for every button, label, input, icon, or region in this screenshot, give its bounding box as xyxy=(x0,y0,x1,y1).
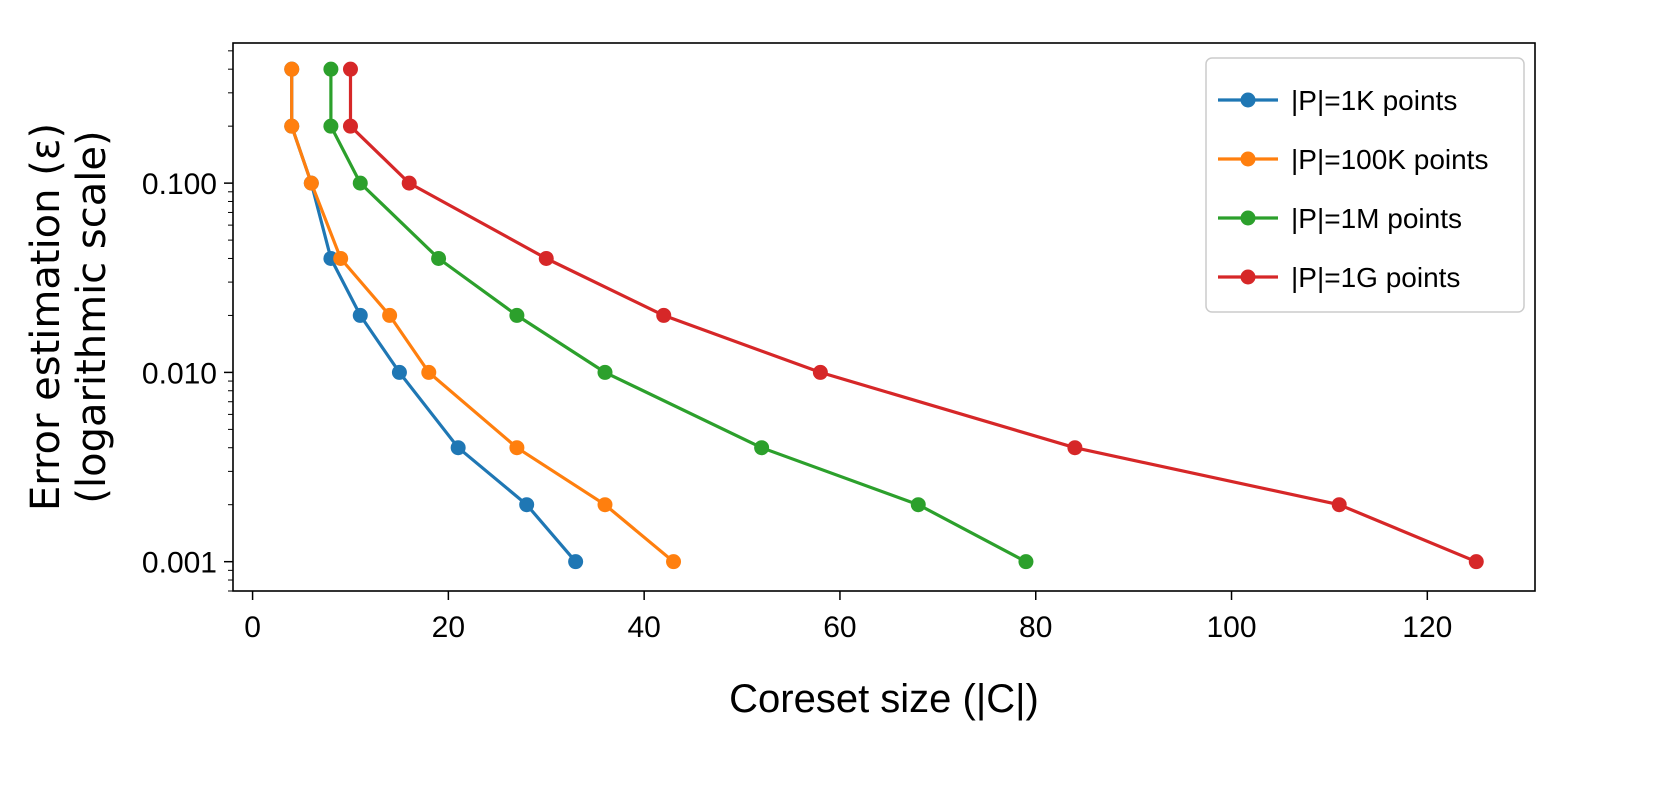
data-point xyxy=(284,61,300,77)
legend-marker xyxy=(1240,92,1256,108)
legend-label: |P|=100K points xyxy=(1291,144,1488,175)
data-point xyxy=(421,364,437,380)
x-tick-label: 120 xyxy=(1402,611,1452,644)
data-point xyxy=(519,497,535,513)
data-point xyxy=(284,118,300,134)
y-axis-title-line2: (logarithmic scale) xyxy=(69,130,115,503)
data-point xyxy=(303,175,319,191)
legend-label: |P|=1M points xyxy=(1291,203,1462,234)
data-point xyxy=(1331,497,1347,513)
data-point xyxy=(342,61,358,77)
data-point xyxy=(1018,554,1034,570)
data-point xyxy=(352,307,368,323)
x-tick-label: 20 xyxy=(432,611,465,644)
plot-frame xyxy=(232,42,1536,592)
series-2 xyxy=(284,61,682,570)
y-tick-label: 0.001 xyxy=(142,547,217,580)
legend-marker xyxy=(1240,210,1256,226)
data-point xyxy=(450,440,466,456)
data-point xyxy=(342,118,358,134)
y-tick-label: 0.100 xyxy=(142,168,217,201)
legend-entry: |P|=100K points xyxy=(1218,144,1488,175)
legend-marker xyxy=(1240,269,1256,285)
data-point xyxy=(597,364,613,380)
data-point xyxy=(401,175,417,191)
series-layer xyxy=(284,61,1484,570)
data-point xyxy=(666,554,682,570)
data-point xyxy=(538,250,554,266)
data-point xyxy=(431,250,447,266)
y-minor-ticks xyxy=(228,50,233,592)
data-point xyxy=(910,497,926,513)
axis-ticks xyxy=(224,182,1429,600)
data-point xyxy=(754,440,770,456)
x-tick-label: 40 xyxy=(627,611,660,644)
data-point xyxy=(509,307,525,323)
data-point xyxy=(1468,554,1484,570)
y-tick-label: 0.010 xyxy=(142,357,217,390)
data-point xyxy=(1067,440,1083,456)
legend-label: |P|=1G points xyxy=(1291,262,1460,293)
data-point xyxy=(568,554,584,570)
x-tick-label: 80 xyxy=(1019,611,1052,644)
data-point xyxy=(352,175,368,191)
legend-frame xyxy=(1205,57,1525,313)
data-point xyxy=(509,440,525,456)
data-point xyxy=(656,307,672,323)
data-point xyxy=(597,497,613,513)
series-3 xyxy=(323,61,1034,570)
legend-label: |P|=1K points xyxy=(1291,85,1457,116)
data-point xyxy=(812,364,828,380)
x-tick-label: 100 xyxy=(1206,611,1256,644)
data-point xyxy=(323,118,339,134)
legend: |P|=1K points |P|=100K points |P|=1M point… xyxy=(1205,57,1525,313)
legend-entry: |P|=1M points xyxy=(1218,203,1462,234)
data-point xyxy=(323,61,339,77)
legend-entry: |P|=1G points xyxy=(1218,262,1460,293)
series-4 xyxy=(342,61,1484,570)
legend-marker xyxy=(1240,151,1256,167)
data-point xyxy=(382,307,398,323)
y-axis-title-line1: Error estimation (ε) xyxy=(23,123,69,511)
x-tick-label: 60 xyxy=(823,611,856,644)
legend-entry: |P|=1K points xyxy=(1218,85,1457,116)
x-axis-title: Coreset size (|C|) xyxy=(729,677,1039,721)
x-tick-label: 0 xyxy=(244,611,261,644)
data-point xyxy=(333,250,349,266)
tick-labels: 0 20 40 60 80 100 120 0.100 0.010 0.001 xyxy=(142,168,1452,644)
data-point xyxy=(391,364,407,380)
